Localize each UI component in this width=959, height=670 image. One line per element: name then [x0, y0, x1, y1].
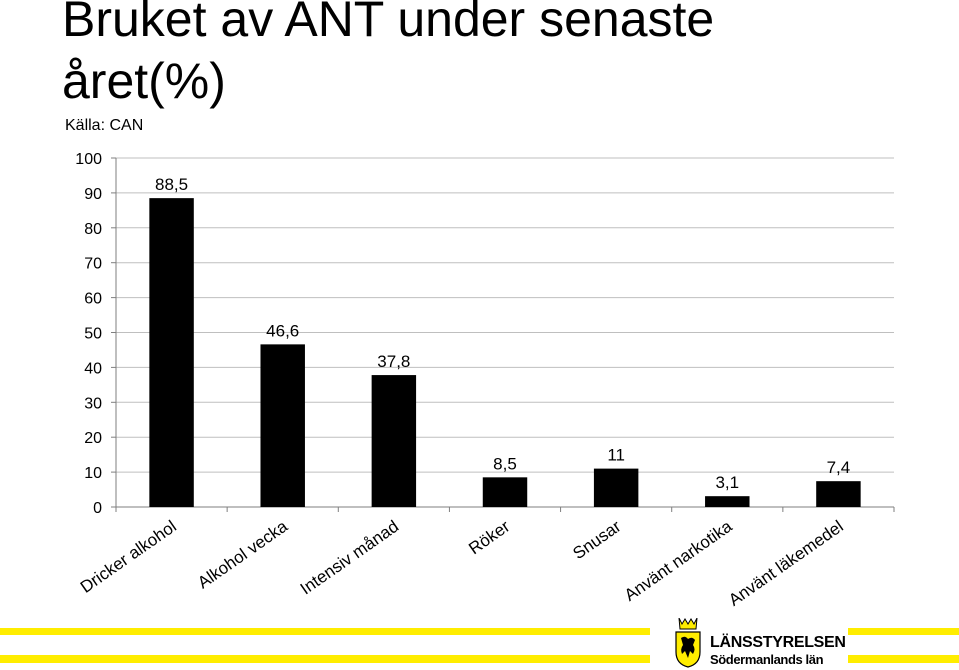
footer-stripe-top-right — [848, 628, 959, 635]
bars — [149, 198, 861, 507]
y-tick-label: 60 — [84, 291, 102, 308]
y-tick-label: 50 — [84, 326, 102, 343]
bar-6 — [705, 496, 750, 507]
data-label: 37,8 — [377, 352, 410, 371]
y-tick-label: 20 — [84, 430, 102, 447]
category-label: Snusar — [569, 517, 624, 564]
y-tick-label: 30 — [84, 395, 102, 412]
data-label: 7,4 — [827, 458, 851, 477]
category-label: Använt narkotika — [621, 516, 736, 605]
category-label: Använt läkemedel — [725, 517, 847, 610]
data-labels: 88,5 46,6 37,8 8,5 11 3,1 7,4 — [155, 175, 850, 492]
data-label: 8,5 — [493, 454, 517, 473]
bar-2 — [260, 344, 305, 507]
data-label: 11 — [607, 446, 625, 465]
y-tick-label: 70 — [84, 256, 102, 273]
y-tick-label: 0 — [93, 500, 102, 517]
data-label: 3,1 — [715, 473, 739, 492]
bar-3 — [371, 375, 417, 507]
category-label: Röker — [465, 517, 513, 559]
bar-1 — [149, 198, 194, 507]
grid-lines — [116, 157, 894, 473]
y-tick-label: 40 — [84, 360, 102, 377]
chart-source: Källa: CAN — [65, 117, 144, 134]
bar-5 — [593, 468, 639, 507]
y-tick-labels: 0 10 20 30 40 50 60 70 80 90 100 — [75, 151, 102, 517]
footer-stripe-bottom-left — [0, 655, 650, 663]
org-name: LÄNSSTYRELSEN — [710, 634, 846, 651]
y-tick-label: 80 — [84, 221, 102, 238]
data-label: 88,5 — [155, 175, 188, 194]
coat-of-arms-icon — [675, 618, 701, 668]
category-label: Alkohol vecka — [194, 516, 291, 592]
org-subtitle: Södermanlands län — [710, 652, 824, 667]
category-label: Dricker alkohol — [77, 517, 180, 597]
footer-stripe-top-left — [0, 628, 650, 635]
lansstyrelsen-logo: LÄNSSTYRELSEN Södermanlands län — [672, 616, 846, 670]
chart-title: Bruket av ANT under senaste året(%) — [62, 0, 715, 109]
bar-4 — [482, 477, 528, 507]
category-label: Intensiv månad — [297, 517, 402, 599]
category-labels: Dricker alkohol Alkohol vecka Intensiv mån… — [77, 516, 847, 609]
y-tick-label: 100 — [75, 151, 102, 168]
footer-stripe-bottom-right — [848, 655, 959, 663]
data-label: 46,6 — [266, 321, 299, 340]
y-tick-label: 10 — [84, 465, 102, 482]
bar-chart: 0 10 20 30 40 50 60 70 80 90 100 88,5 46,6 37,8 8,5 11… — [75, 151, 895, 610]
y-tick-label: 90 — [84, 186, 102, 203]
bar-7 — [816, 481, 861, 507]
